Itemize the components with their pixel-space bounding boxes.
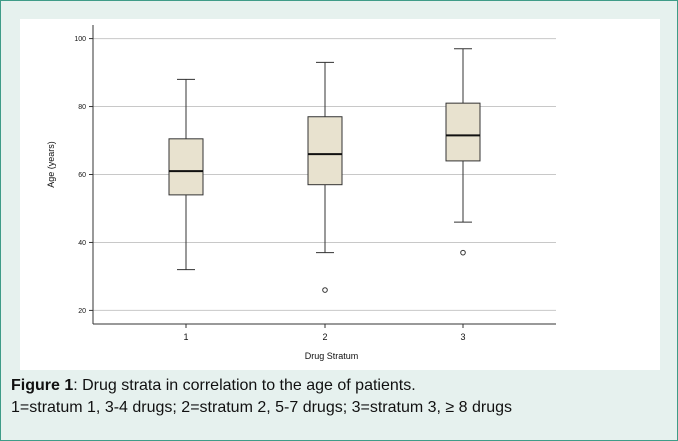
stratum-3-box <box>445 102 481 162</box>
y-tick-label-40: 40 <box>78 240 86 247</box>
stratum-1-box <box>168 138 204 196</box>
x-axis-title: Drug Stratum <box>305 351 359 361</box>
caption-line-1: Figure 1: Drug strata in correlation to … <box>11 375 671 397</box>
x-tick-label-2: 2 <box>322 332 327 342</box>
caption-text: : Drug strata in correlation to the age … <box>73 377 416 394</box>
y-tick-label-20: 20 <box>78 308 86 315</box>
figure-caption: Figure 1: Drug strata in correlation to … <box>11 375 671 419</box>
y-tick-label-100: 100 <box>74 36 86 43</box>
chart-area: 20 40 60 80 100 1 2 3 Drug Stratum Age (years) <box>20 19 660 370</box>
stratum-2-box <box>307 116 343 186</box>
x-tick-label-3: 3 <box>460 332 465 342</box>
x-tick-label-1: 1 <box>183 332 188 342</box>
box-plot-chart: 20 40 60 80 100 1 2 3 Drug Stratum Age (years) <box>46 25 556 361</box>
figure-label: Figure 1 <box>11 377 74 394</box>
caption-line-2: 1=stratum 1, 3-4 drugs; 2=stratum 2, 5-7… <box>11 399 513 416</box>
stratum-3-outlier-0 <box>460 249 466 256</box>
y-tick-label-60: 60 <box>78 172 86 179</box>
y-tick-label-80: 80 <box>78 104 86 111</box>
stratum-2-outlier-0 <box>322 287 328 293</box>
y-axis-title: Age (years) <box>46 141 56 188</box>
